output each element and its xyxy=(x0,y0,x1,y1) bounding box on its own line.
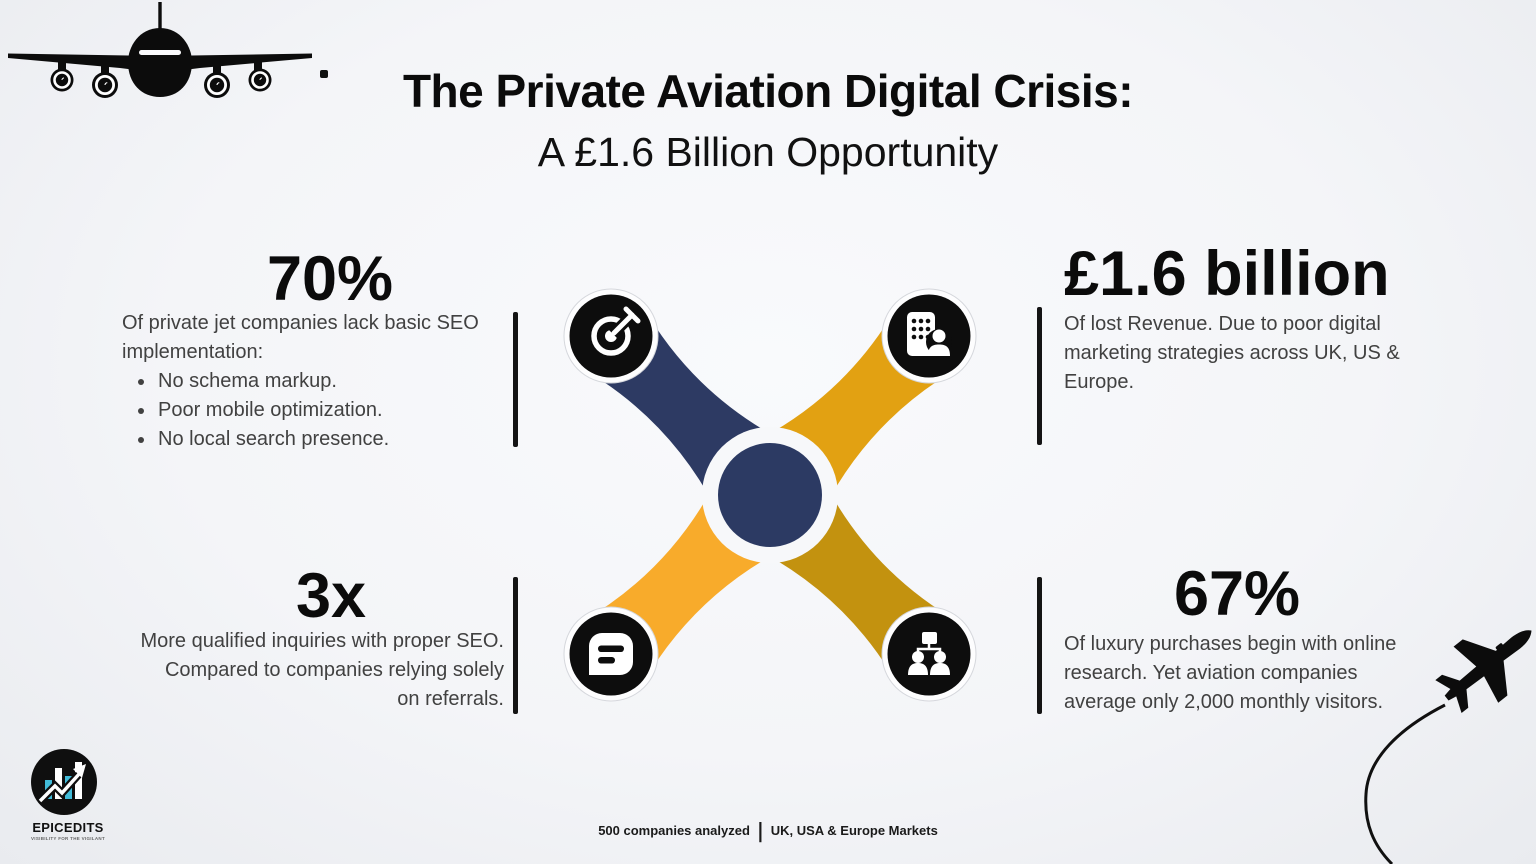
airplane-tail-fin xyxy=(158,2,162,34)
divider-bottom-right xyxy=(1037,577,1042,714)
stat-seo-gap-bullets: No schema markup. Poor mobile optimizati… xyxy=(122,367,514,454)
epicedits-logo-icon xyxy=(31,749,97,815)
airplane-fuselage xyxy=(128,28,192,97)
bullet-item: Poor mobile optimization. xyxy=(156,396,514,425)
stat-seo-gap-value: 70% xyxy=(266,244,394,314)
center-hub-circle xyxy=(718,443,822,547)
divider-bottom-left xyxy=(513,577,518,714)
brand-tagline: VISIBILITY FOR THE VIGILANT xyxy=(30,836,106,841)
team-structure-icon xyxy=(881,606,977,702)
stat-seo-gap-text: Of private jet companies lack basic SEO … xyxy=(122,312,479,363)
stat-inquiries-description: More qualified inquiries with proper SEO… xyxy=(140,630,504,710)
divider-top-right xyxy=(1037,307,1042,445)
airplane-engines xyxy=(50,62,272,98)
stat-lost-revenue-value: £1.6 billion xyxy=(1064,239,1390,309)
airplane-cockpit-window xyxy=(139,50,181,55)
stat-online-research-value: 67% xyxy=(1173,559,1301,629)
target-dart-icon xyxy=(563,288,659,384)
chat-bubble-icon xyxy=(563,606,659,702)
bullet-item: No schema markup. xyxy=(156,367,514,396)
jet-contrail-swoosh xyxy=(1364,703,1446,864)
building-client-icon xyxy=(881,288,977,384)
jet-silhouette xyxy=(1435,630,1532,714)
bullet-item: No local search presence. xyxy=(156,425,514,454)
footer-stat: 500 companies analyzed xyxy=(598,823,750,838)
page-subtitle: A £1.6 Billion Opportunity xyxy=(537,129,999,175)
jet-takeoff-illustration xyxy=(1364,630,1532,864)
central-x-diagram xyxy=(563,288,977,702)
decorative-square xyxy=(320,70,328,78)
page-title: The Private Aviation Digital Crisis: xyxy=(402,65,1134,117)
brand-name: EPICEDITS xyxy=(32,820,104,835)
stat-inquiries-value: 3x xyxy=(295,561,367,631)
footer-markets: UK, USA & Europe Markets xyxy=(770,823,938,838)
divider-top-left xyxy=(513,312,518,447)
footer-separator: | xyxy=(757,818,763,843)
stat-lost-revenue-description: Of lost Revenue. Due to poor digital mar… xyxy=(1064,313,1400,393)
stat-online-research-description: Of luxury purchases begin with online re… xyxy=(1064,633,1397,713)
airplane-front-illustration xyxy=(8,2,312,98)
footer: 500 companies analyzed | UK, USA & Europ… xyxy=(598,818,938,843)
stat-seo-gap-description: Of private jet companies lack basic SEO … xyxy=(122,309,514,454)
